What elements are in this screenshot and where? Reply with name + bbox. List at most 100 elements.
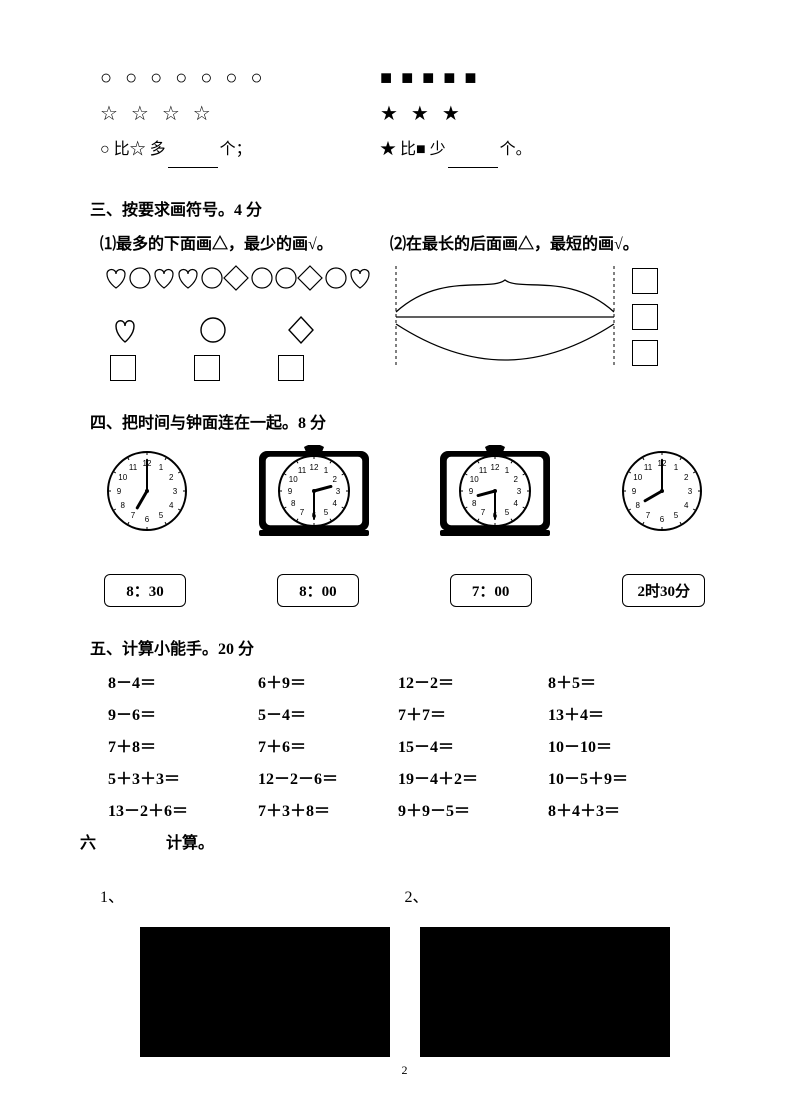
svg-text:4: 4 xyxy=(684,501,689,510)
svg-text:11: 11 xyxy=(129,463,138,472)
q6-heading-a: 六 xyxy=(80,829,96,853)
q2-right: ■ ■ ■ ■ ■ ★ ★ ★ ★ 比■ 少个。 xyxy=(380,60,680,168)
q3-sub1: ⑴最多的下面画△，最少的画√。 xyxy=(100,230,390,254)
answer-box[interactable] xyxy=(278,355,304,381)
svg-text:12: 12 xyxy=(310,463,319,472)
svg-text:5: 5 xyxy=(505,508,510,517)
q3-answer-boxes xyxy=(100,355,390,381)
q3-sample-icons xyxy=(100,315,390,345)
q2-left-sentence[interactable]: ○ 比☆ 多个； xyxy=(100,132,380,168)
svg-text:9: 9 xyxy=(117,487,122,496)
svg-text:9: 9 xyxy=(288,487,293,496)
worksheet-page: ○ ○ ○ ○ ○ ○ ○ ☆ ☆ ☆ ☆ ○ 比☆ 多个； ■ ■ ■ ■ ■… xyxy=(0,0,789,1118)
q2-row: ○ ○ ○ ○ ○ ○ ○ ☆ ☆ ☆ ☆ ○ 比☆ 多个； ■ ■ ■ ■ ■… xyxy=(100,60,709,168)
svg-text:9: 9 xyxy=(632,487,637,496)
calc-cell[interactable]: 9－6＝ xyxy=(108,701,258,725)
clock-3: 121234567891011 xyxy=(438,445,552,542)
q2-squares: ■ ■ ■ ■ ■ xyxy=(380,60,680,96)
svg-text:6: 6 xyxy=(145,515,150,524)
calc-cell[interactable]: 19－4＋2＝ xyxy=(398,765,548,789)
q3-heading: 三、按要求画符号。4 分 xyxy=(90,196,709,220)
answer-box[interactable] xyxy=(194,355,220,381)
q6-heading-b: 计算。 xyxy=(166,829,214,853)
answer-box[interactable] xyxy=(110,355,136,381)
calc-cell[interactable]: 10－10＝ xyxy=(548,733,688,757)
svg-text:11: 11 xyxy=(298,466,307,475)
svg-text:4: 4 xyxy=(514,499,519,508)
calc-row: 9－6＝5－4＝7＋7＝13＋4＝ xyxy=(108,701,709,725)
calc-cell[interactable]: 5－4＝ xyxy=(258,701,398,725)
calc-cell[interactable]: 7＋8＝ xyxy=(108,733,258,757)
answer-box[interactable] xyxy=(632,268,658,294)
calc-cell[interactable]: 12－2＝ xyxy=(398,669,548,693)
svg-text:2: 2 xyxy=(169,473,174,482)
calc-cell[interactable]: 5＋3＋3＝ xyxy=(108,765,258,789)
clock-2: 121234567891011 xyxy=(257,445,371,542)
calc-cell[interactable]: 8＋4＋3＝ xyxy=(548,797,688,821)
q5-heading: 五、计算小能手。20 分 xyxy=(90,635,709,659)
q4-heading: 四、把时间与钟面连在一起。8 分 xyxy=(90,409,709,433)
calc-cell[interactable]: 12－2－6＝ xyxy=(258,765,398,789)
q3-left: ⑴最多的下面画△，最少的画√。 xyxy=(100,230,390,381)
svg-text:10: 10 xyxy=(118,473,127,482)
q2-right-text-a: ★ 比■ 少 xyxy=(380,141,446,158)
time-box[interactable]: 8：30 xyxy=(104,574,186,607)
q5-grid: 8－4＝6＋9＝12－2＝8＋5＝9－6＝5－4＝7＋7＝13＋4＝7＋8＝7＋… xyxy=(100,669,709,821)
q2-stars-solid: ★ ★ ★ xyxy=(380,96,680,132)
answer-box[interactable] xyxy=(632,340,658,366)
calc-row: 5＋3＋3＝12－2－6＝19－4＋2＝10－5＋9＝ xyxy=(108,765,709,789)
q2-circles: ○ ○ ○ ○ ○ ○ ○ xyxy=(100,60,380,96)
calc-cell[interactable]: 15－4＝ xyxy=(398,733,548,757)
q2-right-sentence[interactable]: ★ 比■ 少个。 xyxy=(380,132,680,168)
page-number: 2 xyxy=(100,1063,709,1078)
calc-cell[interactable]: 10－5＋9＝ xyxy=(548,765,688,789)
svg-text:3: 3 xyxy=(336,487,341,496)
calc-cell[interactable]: 7＋6＝ xyxy=(258,733,398,757)
calc-row: 7＋8＝7＋6＝15－4＝10－10＝ xyxy=(108,733,709,757)
calc-cell[interactable]: 8＋5＝ xyxy=(548,669,688,693)
svg-text:4: 4 xyxy=(333,499,338,508)
svg-text:12: 12 xyxy=(491,463,500,472)
calc-cell[interactable]: 6＋9＝ xyxy=(258,669,398,693)
svg-text:2: 2 xyxy=(333,475,338,484)
calc-cell[interactable]: 13－2＋6＝ xyxy=(108,797,258,821)
svg-text:8: 8 xyxy=(121,501,126,510)
image-placeholder xyxy=(420,927,670,1057)
calc-cell[interactable]: 7＋7＝ xyxy=(398,701,548,725)
q2-stars-hollow: ☆ ☆ ☆ ☆ xyxy=(100,96,380,132)
q2-left: ○ ○ ○ ○ ○ ○ ○ ☆ ☆ ☆ ☆ ○ 比☆ 多个； xyxy=(100,60,380,168)
image-placeholder xyxy=(140,927,390,1057)
svg-text:1: 1 xyxy=(505,466,510,475)
fill-blank[interactable] xyxy=(168,150,218,168)
calc-cell[interactable]: 13＋4＝ xyxy=(548,701,688,725)
fill-blank[interactable] xyxy=(448,150,498,168)
calc-cell[interactable]: 8－4＝ xyxy=(108,669,258,693)
q6-label-2: 2、 xyxy=(405,883,710,907)
q3-length-diagram xyxy=(390,262,620,372)
svg-text:3: 3 xyxy=(173,487,178,496)
svg-text:2: 2 xyxy=(684,473,689,482)
time-box[interactable]: 7：00 xyxy=(450,574,532,607)
answer-box[interactable] xyxy=(632,304,658,330)
svg-text:5: 5 xyxy=(159,511,164,520)
time-box[interactable]: 8：00 xyxy=(277,574,359,607)
svg-text:9: 9 xyxy=(469,487,474,496)
q2-left-text-a: ○ 比☆ 多 xyxy=(100,141,166,158)
clock-4: 121234567891011 xyxy=(619,448,705,539)
svg-text:7: 7 xyxy=(481,508,486,517)
calc-row: 13－2＋6＝7＋3＋8＝9＋9－5＝8＋4＋3＝ xyxy=(108,797,709,821)
circle-icon xyxy=(198,315,228,345)
svg-text:11: 11 xyxy=(644,463,653,472)
calc-row: 8－4＝6＋9＝12－2＝8＋5＝ xyxy=(108,669,709,693)
q4-clocks: 121234567891011 121234567891011 12123456… xyxy=(100,445,709,542)
svg-text:7: 7 xyxy=(131,511,136,520)
calc-cell[interactable]: 9＋9－5＝ xyxy=(398,797,548,821)
calc-cell[interactable]: 7＋3＋8＝ xyxy=(258,797,398,821)
svg-text:8: 8 xyxy=(636,501,641,510)
diamond-icon xyxy=(286,315,316,345)
time-box[interactable]: 2时30分 xyxy=(622,574,705,607)
q6-images xyxy=(100,927,709,1057)
svg-text:7: 7 xyxy=(300,508,305,517)
clock-1: 121234567891011 xyxy=(104,448,190,539)
svg-text:10: 10 xyxy=(289,475,298,484)
